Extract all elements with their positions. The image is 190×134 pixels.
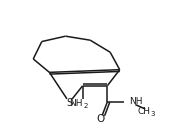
Text: NH: NH xyxy=(129,97,143,106)
Text: 3: 3 xyxy=(151,111,155,117)
Text: NH: NH xyxy=(69,99,83,108)
Text: CH: CH xyxy=(137,107,150,116)
Text: O: O xyxy=(97,114,105,124)
Text: S: S xyxy=(66,98,73,107)
Text: 2: 2 xyxy=(84,103,88,109)
